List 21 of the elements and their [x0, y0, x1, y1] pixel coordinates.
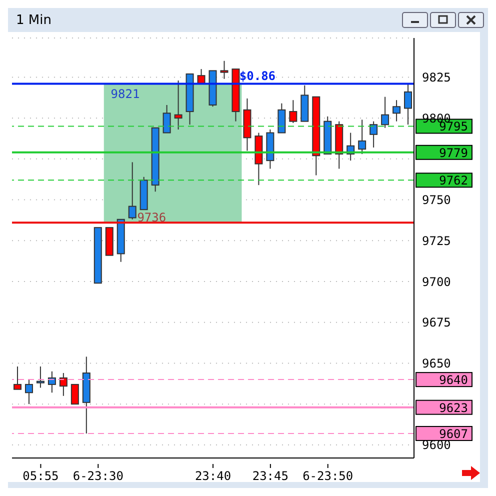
x-tick-label: 6-23:30: [72, 469, 124, 483]
y-tick-label: 9675: [422, 316, 451, 330]
ref-line-label: 9779: [439, 146, 468, 160]
x-tick-label: 05:55: [22, 469, 59, 483]
ref-line-label: 9762: [439, 174, 468, 188]
x-tick-label: 6-23:50: [302, 469, 354, 483]
chart-title: 1 Min: [16, 12, 52, 28]
y-tick-label: 9650: [422, 356, 451, 370]
x-tick-label: 23:45: [252, 469, 288, 483]
annotation: $0.86: [239, 68, 276, 83]
ref-line-label: 9607: [439, 426, 468, 441]
annotation: 9736: [137, 210, 166, 225]
y-tick-label: 9725: [422, 234, 451, 248]
y-tick-label: 9825: [422, 70, 451, 84]
y-tick-label: 9750: [422, 193, 451, 208]
y-tick-label: 9600: [422, 438, 451, 452]
y-tick-label: 9700: [422, 274, 451, 289]
ref-line-label: 9623: [439, 400, 468, 415]
ref-line-label: 9640: [439, 373, 468, 388]
x-tick-label: 23:40: [194, 469, 232, 483]
annotation: 9821: [110, 86, 140, 101]
